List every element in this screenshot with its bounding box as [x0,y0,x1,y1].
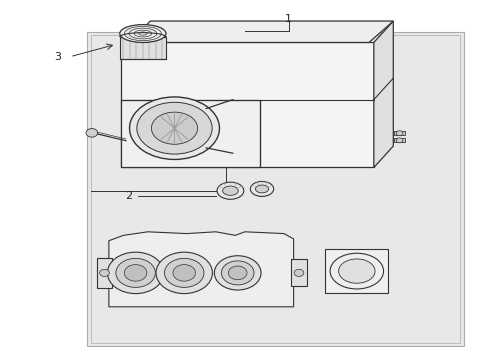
Bar [97,258,112,288]
Ellipse shape [222,186,238,195]
Circle shape [396,138,403,143]
Circle shape [294,269,304,276]
Circle shape [156,252,213,294]
Bar [91,35,460,343]
Polygon shape [109,232,294,307]
Ellipse shape [339,259,375,283]
Bar [394,131,405,135]
Bar [394,138,405,143]
Bar [291,259,307,287]
Bar [121,42,374,167]
Ellipse shape [217,182,244,199]
Circle shape [116,258,155,287]
Circle shape [221,261,254,285]
Text: 3: 3 [54,52,61,62]
Text: 1: 1 [285,14,292,24]
Circle shape [99,269,109,276]
Ellipse shape [255,185,269,193]
Circle shape [228,266,247,280]
Circle shape [86,129,98,137]
Circle shape [396,131,403,136]
Circle shape [165,258,204,287]
Bar [120,37,166,59]
Bar [325,249,389,293]
Circle shape [124,265,147,281]
Circle shape [214,256,261,290]
Ellipse shape [250,181,274,197]
Ellipse shape [120,24,166,42]
Text: 2: 2 [125,191,132,201]
Circle shape [107,252,164,294]
Ellipse shape [151,112,197,144]
Bar [121,100,260,167]
Polygon shape [374,21,393,167]
Ellipse shape [137,102,212,154]
Circle shape [173,265,196,281]
Polygon shape [131,21,393,42]
Ellipse shape [330,253,384,289]
Ellipse shape [129,97,220,159]
Bar [87,32,464,346]
